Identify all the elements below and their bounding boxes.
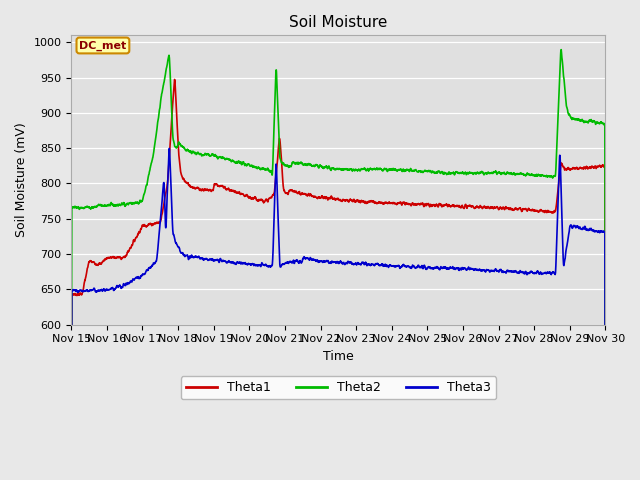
Title: Soil Moisture: Soil Moisture: [289, 15, 387, 30]
Text: DC_met: DC_met: [79, 40, 127, 50]
Theta2: [296, 160, 303, 166]
Theta3: [534, 268, 541, 274]
Theta2: [534, 173, 541, 179]
Theta3: [273, 162, 280, 168]
X-axis label: Time: Time: [323, 350, 354, 363]
Theta3: [166, 145, 173, 151]
Theta2: [557, 47, 565, 52]
Theta2: [160, 80, 168, 86]
Legend: Theta1, Theta2, Theta3: Theta1, Theta2, Theta3: [180, 376, 496, 399]
Theta1: [160, 201, 168, 207]
Theta1: [129, 242, 136, 248]
Theta2: [602, 432, 609, 438]
Theta2: [129, 201, 136, 207]
Theta2: [591, 120, 599, 125]
Theta1: [273, 169, 280, 175]
Theta1: [591, 163, 599, 169]
Line: Theta1: Theta1: [71, 80, 605, 480]
Line: Theta2: Theta2: [71, 49, 605, 477]
Theta3: [296, 259, 303, 264]
Theta2: [272, 67, 280, 73]
Theta3: [160, 180, 168, 185]
Theta1: [171, 77, 179, 83]
Y-axis label: Soil Moisture (mV): Soil Moisture (mV): [15, 122, 28, 237]
Line: Theta3: Theta3: [71, 148, 605, 480]
Theta1: [296, 189, 303, 194]
Theta1: [534, 208, 541, 214]
Theta1: [602, 455, 609, 460]
Theta3: [129, 278, 136, 284]
Theta2: [67, 474, 75, 480]
Theta3: [591, 228, 599, 234]
